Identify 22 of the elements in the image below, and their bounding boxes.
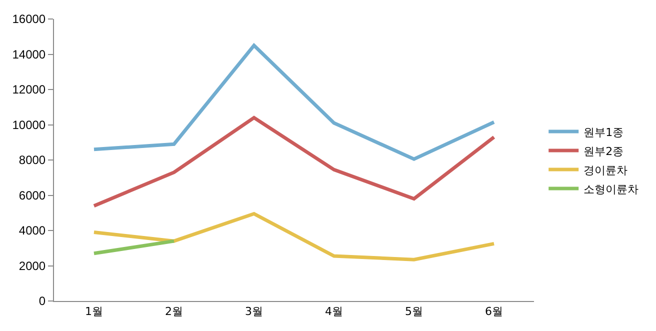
y-tick-label: 6000 <box>18 188 46 202</box>
line-series <box>92 212 496 262</box>
y-tick-label: 10000 <box>12 118 46 132</box>
x-tick-label: 6월 <box>485 305 503 318</box>
y-tick-label: 2000 <box>18 258 46 273</box>
x-tick-label: 2월 <box>165 305 183 318</box>
legend-label: 원부2종 <box>584 144 624 158</box>
y-tick-label: 12000 <box>12 82 46 97</box>
line-series <box>92 44 496 161</box>
legend-label: 경이륜차 <box>584 164 628 177</box>
legend-label: 소형이륜차 <box>584 182 639 196</box>
y-tick-label: 8000 <box>18 153 46 168</box>
line-series <box>92 116 496 208</box>
y-tick-label: 0 <box>38 294 46 308</box>
x-tick-label: 3월 <box>245 305 263 318</box>
legend-label: 원부1종 <box>584 126 624 139</box>
x-tick-label: 4월 <box>325 305 343 318</box>
y-tick-label: 16000 <box>12 12 46 26</box>
x-tick-label: 5월 <box>405 305 423 318</box>
y-tick-label: 14000 <box>12 47 46 62</box>
y-tick-label: 4000 <box>18 224 46 238</box>
x-tick-label: 1월 <box>85 305 103 318</box>
